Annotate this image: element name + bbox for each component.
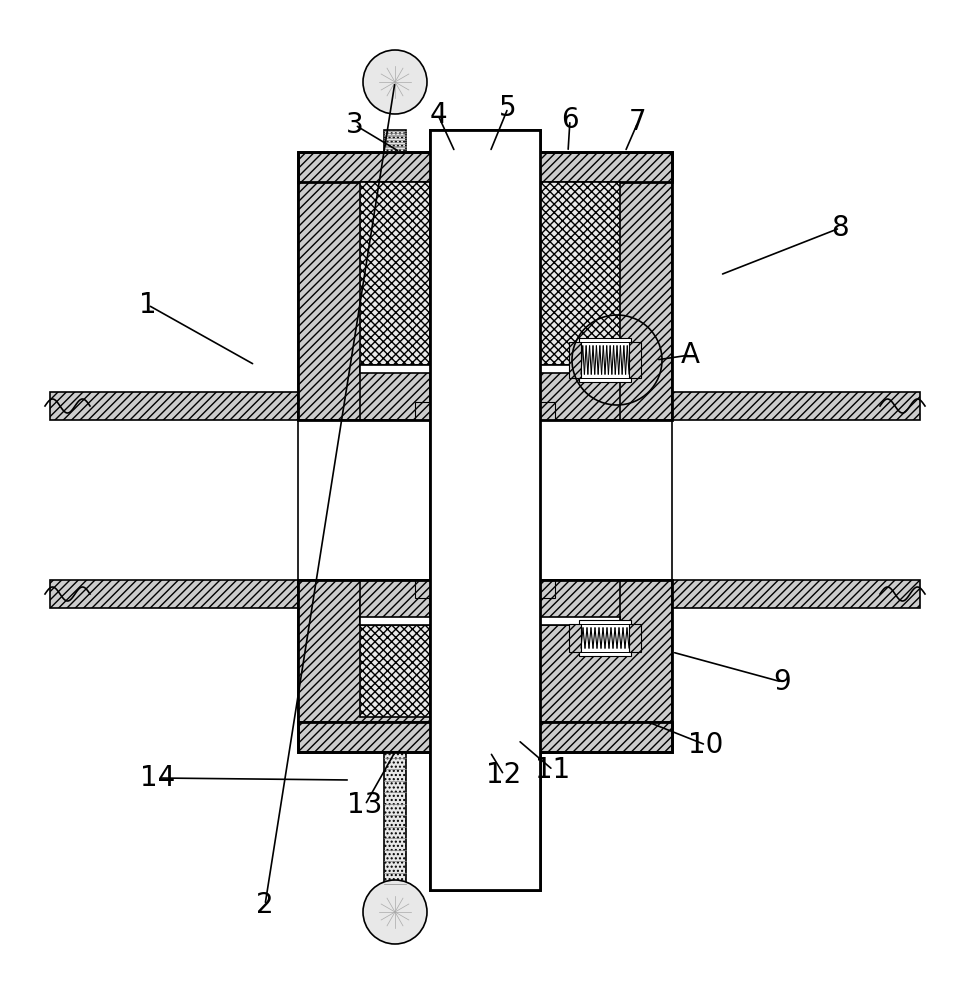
- Bar: [578, 620, 631, 656]
- Bar: [672, 392, 919, 420]
- Bar: [359, 600, 429, 717]
- Bar: [297, 580, 672, 752]
- Bar: [50, 392, 297, 420]
- Bar: [540, 420, 672, 580]
- Bar: [297, 722, 672, 752]
- Text: 5: 5: [499, 94, 516, 122]
- Bar: [359, 365, 619, 373]
- Bar: [569, 624, 580, 652]
- Text: 9: 9: [772, 668, 790, 696]
- Bar: [578, 338, 631, 382]
- Bar: [384, 130, 406, 152]
- Bar: [384, 752, 406, 890]
- Bar: [569, 342, 580, 378]
- Circle shape: [362, 50, 426, 114]
- Text: 4: 4: [428, 101, 447, 129]
- Bar: [540, 580, 619, 625]
- Bar: [540, 580, 672, 722]
- Bar: [429, 130, 540, 890]
- Bar: [540, 402, 554, 420]
- Text: 10: 10: [688, 731, 723, 759]
- Text: 2: 2: [256, 891, 273, 919]
- Text: 11: 11: [535, 756, 570, 784]
- Text: 3: 3: [346, 111, 363, 139]
- Circle shape: [362, 880, 426, 944]
- Text: 6: 6: [561, 106, 578, 134]
- Bar: [540, 182, 672, 420]
- Text: 1: 1: [139, 291, 157, 319]
- Bar: [540, 365, 619, 420]
- Bar: [297, 182, 429, 420]
- Bar: [628, 624, 641, 652]
- Text: 12: 12: [485, 761, 521, 789]
- Bar: [297, 152, 672, 420]
- Bar: [540, 580, 554, 598]
- Bar: [50, 580, 297, 608]
- Bar: [297, 580, 429, 722]
- Text: 13: 13: [347, 791, 383, 819]
- Bar: [359, 365, 429, 420]
- Bar: [297, 420, 429, 580]
- Bar: [415, 402, 429, 420]
- Bar: [359, 617, 619, 625]
- Bar: [297, 152, 672, 182]
- Bar: [359, 182, 429, 365]
- Text: 8: 8: [830, 214, 848, 242]
- Bar: [415, 580, 429, 598]
- Bar: [540, 182, 619, 365]
- Text: 14: 14: [141, 764, 175, 792]
- Bar: [672, 580, 919, 608]
- Text: 7: 7: [629, 108, 646, 136]
- Text: A: A: [680, 341, 699, 369]
- Bar: [359, 580, 429, 625]
- Bar: [628, 342, 641, 378]
- Bar: [429, 130, 540, 890]
